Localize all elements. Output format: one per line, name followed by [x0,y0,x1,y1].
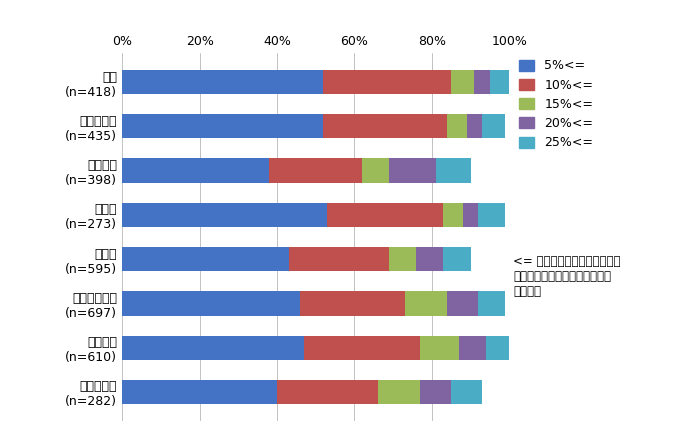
Bar [447,114,466,139]
Bar [362,159,389,183]
Bar [270,159,362,183]
Bar [443,247,471,271]
Bar [389,159,436,183]
Bar [463,203,478,227]
Bar [323,114,447,139]
Bar [122,203,327,227]
Bar [436,159,471,183]
Bar [452,380,482,404]
Bar [122,70,323,94]
Bar [466,114,482,139]
Bar [478,203,505,227]
Bar [405,291,447,315]
Bar [486,335,509,360]
Bar [378,380,420,404]
Bar [420,335,459,360]
Bar [447,291,478,315]
Bar [478,291,505,315]
Bar [289,247,389,271]
Bar [490,70,509,94]
Bar [300,291,405,315]
Bar [459,335,486,360]
Bar [122,159,270,183]
Bar [122,247,289,271]
Bar [304,335,420,360]
Bar [327,203,443,227]
Text: <= は、当該数値まで高くても
気に入っているブランドを購入
する意味: <= は、当該数値まで高くても 気に入っているブランドを購入 する意味 [513,255,621,299]
Bar [122,380,277,404]
Bar [122,291,300,315]
Legend: 5%<=, 10%<=, 15%<=, 20%<=, 25%<=: 5%<=, 10%<=, 15%<=, 20%<=, 25%<= [519,59,593,149]
Bar [443,203,463,227]
Bar [482,114,505,139]
Bar [122,114,323,139]
Bar [452,70,475,94]
Bar [389,247,416,271]
Bar [416,247,443,271]
Bar [323,70,451,94]
Bar [122,335,304,360]
Bar [475,70,490,94]
Bar [420,380,452,404]
Bar [277,380,378,404]
